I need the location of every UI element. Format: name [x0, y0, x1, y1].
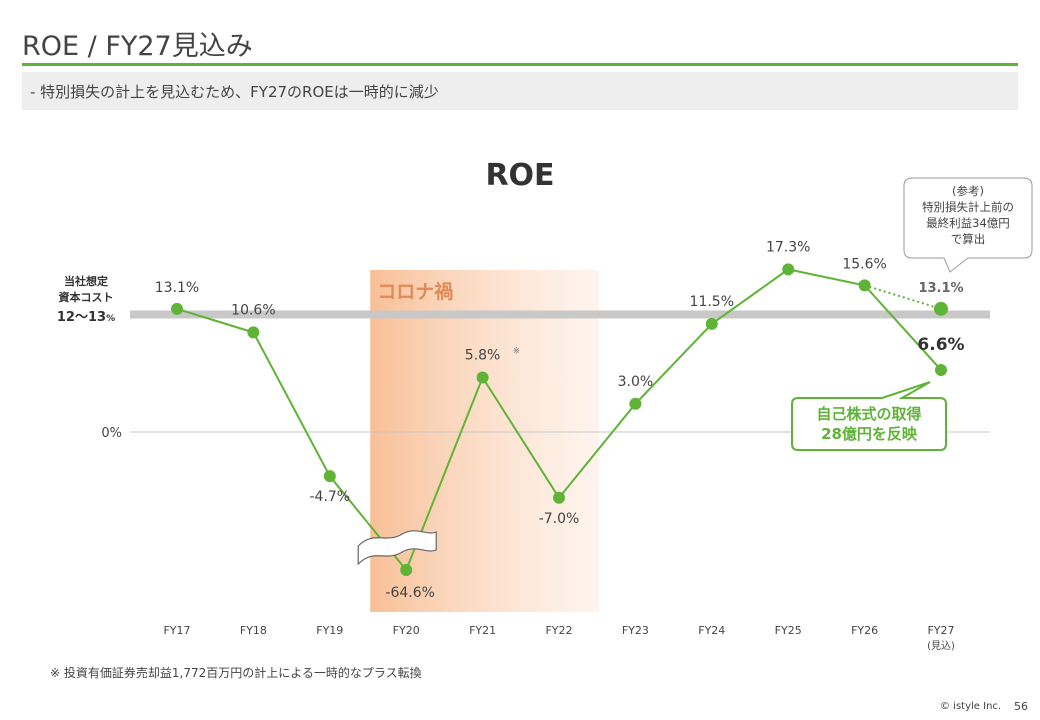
- data-point-fy21: [476, 371, 489, 384]
- data-label-fy18: 10.6%: [231, 302, 275, 318]
- reference-label-fy27: 13.1%: [918, 281, 963, 296]
- data-label-fy19: -4.7%: [309, 489, 350, 505]
- data-label-fy25: 17.3%: [766, 239, 810, 255]
- data-point-fy24: [705, 317, 718, 330]
- data-label-fy20: -64.6%: [385, 585, 435, 601]
- cost-of-capital-label-1: 当社想定: [64, 274, 108, 288]
- x-tick-fy23: FY23: [622, 624, 649, 637]
- cost-of-capital-unit: %: [106, 314, 115, 324]
- data-point-fy27: [935, 363, 947, 376]
- reference-callout-box: [903, 177, 1033, 273]
- cost-of-capital-band: [130, 310, 990, 319]
- data-label-fy22: -7.0%: [539, 511, 580, 527]
- title-rule: [22, 63, 1018, 66]
- reference-callout-line-1: (参考): [952, 184, 984, 198]
- data-label-fy21: 5.8%: [465, 347, 501, 363]
- reference-callout-line-3: 最終利益34億円: [926, 216, 1010, 230]
- subtitle-bar: - 特別損失の計上を見込むため、FY27のROEは一時的に減少: [22, 72, 1018, 110]
- data-point-fy25: [782, 263, 795, 276]
- x-tick-fy26: FY26: [851, 624, 878, 637]
- cost-of-capital-label-2: 資本コスト: [59, 290, 114, 304]
- reference-callout-line-4: で算出: [951, 232, 986, 246]
- data-label-fy17: 13.1%: [155, 280, 199, 296]
- fy21-footnote-mark: ※: [513, 346, 521, 356]
- data-point-fy26: [858, 279, 871, 292]
- x-tick-fy20: FY20: [393, 624, 420, 637]
- covid-band: [370, 270, 599, 612]
- reference-callout-line-2: 特別損失計上前の: [922, 200, 1014, 214]
- copyright: © istyle Inc.: [940, 701, 1002, 712]
- data-point-fy20: [400, 564, 413, 576]
- x-tick-fy24: FY24: [698, 624, 725, 637]
- covid-band-label: コロナ禍: [377, 280, 453, 303]
- data-label-fy26: 15.6%: [842, 256, 886, 272]
- footnote: ※ 投資有価証券売却益1,772百万円の計上による一時的なプラス転換: [50, 666, 422, 680]
- data-point-fy23: [629, 397, 642, 410]
- data-point-fy19: [323, 470, 336, 483]
- data-label-fy24: 11.5%: [690, 294, 734, 310]
- x-tick-fy19: FY19: [316, 624, 343, 637]
- chart-title: ROE: [485, 158, 554, 193]
- reference-dotted-line: [864, 284, 942, 310]
- cost-of-capital-range: 12〜13%: [57, 310, 115, 325]
- x-tick-fy22: FY22: [545, 624, 572, 637]
- x-tick-fy21: FY21: [469, 624, 496, 637]
- data-point-fy18: [247, 326, 260, 339]
- x-tick-fy18: FY18: [240, 624, 267, 637]
- y-tick-zero: 0%: [101, 426, 122, 441]
- x-sublabel-fy27: (見込): [927, 640, 955, 652]
- x-tick-fy25: FY25: [775, 624, 802, 637]
- page-number: 56: [1014, 700, 1028, 713]
- data-point-fy22: [553, 491, 565, 504]
- x-tick-fy17: FY17: [163, 624, 190, 637]
- reference-point-fy27: [934, 301, 948, 316]
- x-tick-fy27: FY27: [927, 624, 954, 637]
- axis-break-symbol: [357, 530, 437, 566]
- data-label-fy27: 6.6%: [917, 335, 964, 355]
- buyback-callout-line-2: 28億円を反映: [821, 425, 918, 443]
- data-label-fy23: 3.0%: [618, 374, 654, 390]
- data-point-fy17: [171, 302, 183, 315]
- page-title: ROE / FY27見込み: [22, 31, 253, 62]
- subtitle: - 特別損失の計上を見込むため、FY27のROEは一時的に減少: [30, 83, 439, 101]
- buyback-callout-line-1: 自己株式の取得: [816, 405, 921, 423]
- buyback-callout-box: [791, 381, 947, 451]
